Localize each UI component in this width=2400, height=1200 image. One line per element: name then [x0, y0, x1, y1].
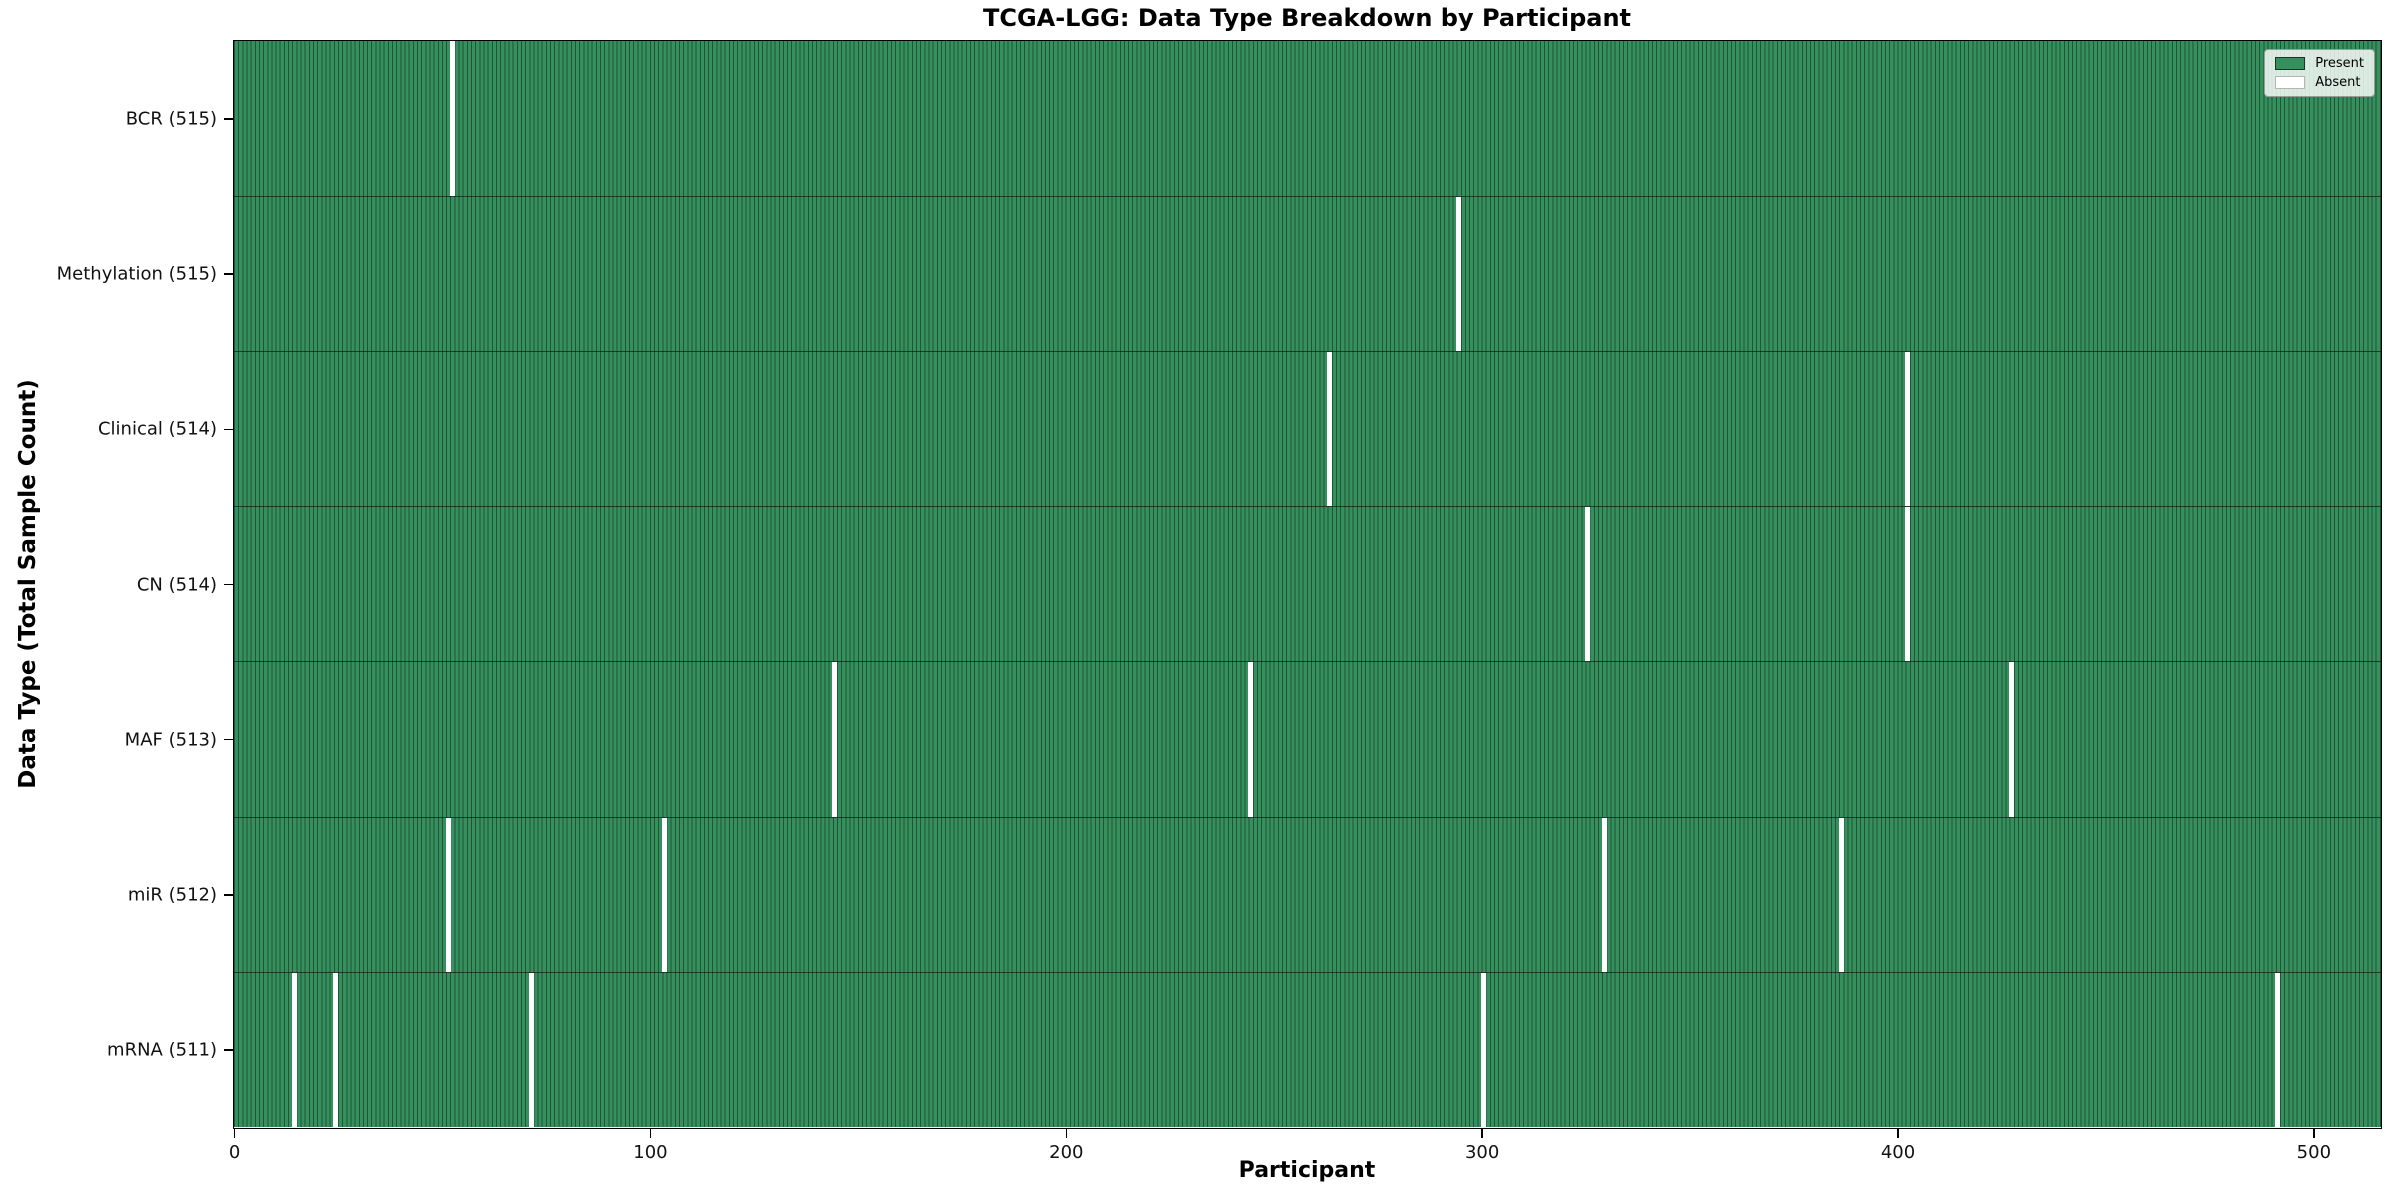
x-tick-label: 0	[228, 1142, 241, 1163]
absent-gap	[445, 817, 451, 972]
row-cn	[234, 506, 2381, 662]
x-tick-label: 100	[633, 1142, 668, 1163]
absent-gap	[449, 41, 455, 197]
y-tick-mark	[224, 738, 233, 741]
row-bcr	[234, 41, 2381, 197]
plot-area: Present Absent	[233, 40, 2382, 1129]
absent-gap	[832, 662, 838, 817]
legend-entry-absent: Absent	[2275, 76, 2364, 89]
x-tick-mark	[2313, 1129, 2315, 1138]
absent-gap	[333, 972, 339, 1127]
absent-gap	[1905, 352, 1911, 507]
y-tick-label-mrna: mRNA (511)	[107, 1039, 217, 1061]
absent-gap	[1838, 817, 1844, 972]
x-tick-mark	[1481, 1129, 1483, 1138]
x-axis-title: Participant	[1238, 1158, 1376, 1183]
absent-gap	[2009, 662, 2015, 817]
absent-gap	[1248, 662, 1254, 817]
absent-gap	[291, 972, 297, 1127]
present-swatch-icon	[2275, 57, 2306, 70]
y-tick-mark	[224, 428, 233, 431]
x-tick-label: 500	[2296, 1142, 2332, 1163]
y-tick-mark	[224, 893, 233, 896]
legend-entry-present: Present	[2275, 57, 2364, 70]
y-tick-label-mir: miR (512)	[127, 884, 217, 906]
y-tick-mark	[224, 1049, 233, 1051]
x-tick-mark	[1065, 1129, 1068, 1138]
row-methylation	[234, 196, 2381, 352]
y-tick-label-clinical: Clinical (514)	[97, 418, 217, 440]
absent-gap	[661, 817, 667, 972]
x-tick-label: 300	[1464, 1142, 1500, 1163]
chart-title: TCGA-LGG: Data Type Breakdown by Partici…	[982, 4, 1632, 32]
legend-label-present: Present	[2315, 56, 2364, 71]
y-tick-label-cn: CN (514)	[136, 574, 217, 595]
y-tick-label-methylation: Methylation (515)	[56, 263, 217, 285]
absent-gap	[1601, 817, 1607, 972]
row-maf	[234, 661, 2381, 817]
legend: Present Absent	[2264, 49, 2375, 97]
y-axis-title: Data Type (Total Sample Count)	[15, 379, 41, 789]
absent-gap	[1905, 507, 1911, 662]
absent-gap	[1456, 197, 1462, 352]
y-tick-mark	[224, 118, 233, 120]
y-tick-label-maf: MAF (513)	[124, 729, 217, 751]
y-tick-label-bcr: BCR (515)	[125, 108, 217, 130]
x-tick-mark	[233, 1129, 236, 1138]
absent-gap	[1327, 352, 1333, 507]
x-tick-mark	[1897, 1129, 1899, 1138]
row-mir	[234, 816, 2381, 972]
absent-gap	[1585, 507, 1591, 662]
absent-gap	[1481, 972, 1487, 1127]
x-tick-label: 200	[1049, 1142, 1084, 1163]
x-tick-label: 400	[1880, 1142, 1916, 1163]
x-tick-mark	[649, 1129, 652, 1138]
absent-gap	[528, 972, 534, 1127]
y-tick-mark	[224, 273, 233, 276]
absent-gap	[2275, 972, 2281, 1127]
y-tick-mark	[224, 583, 233, 586]
row-mrna	[234, 971, 2381, 1127]
legend-label-absent: Absent	[2315, 75, 2361, 90]
row-clinical	[234, 351, 2381, 507]
absent-swatch-icon	[2275, 76, 2306, 89]
